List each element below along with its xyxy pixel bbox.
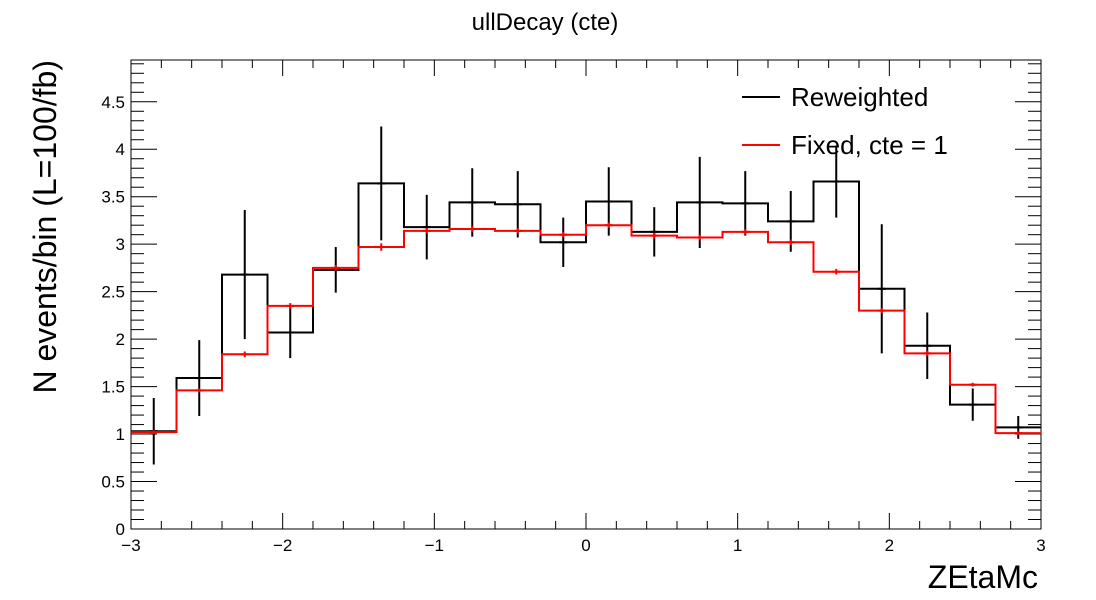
chart-title: ullDecay (cte) xyxy=(472,9,619,36)
legend-label: Reweighted xyxy=(791,82,928,112)
x-tick-label: 0 xyxy=(581,536,590,555)
y-tick-label: 2 xyxy=(116,330,125,349)
x-tick-label: 3 xyxy=(1036,536,1045,555)
x-tick-label: −1 xyxy=(425,536,444,555)
series-layer xyxy=(131,126,1041,465)
y-tick-label: 0.5 xyxy=(101,473,125,492)
y-tick-label: 3.5 xyxy=(101,188,125,207)
x-tick-label: −2 xyxy=(273,536,292,555)
y-tick-label: 4.5 xyxy=(101,93,125,112)
histogram-step-line xyxy=(131,224,1041,435)
y-tick-label: 1 xyxy=(116,425,125,444)
x-axis-label: ZEtaMc xyxy=(928,559,1038,595)
y-tick-label: 0 xyxy=(116,520,125,539)
axes: −3 −2 −1 0 1 2 3 0 0.5 1 1.5 2 2.5 3 3.5 4 4.5 xyxy=(101,60,1046,555)
y-axis-label: N events/bin (L=100/fb) xyxy=(27,60,63,394)
legend: Reweighted Fixed, cte = 1 xyxy=(742,82,948,160)
x-tick-label: 1 xyxy=(733,536,742,555)
legend-label: Fixed, cte = 1 xyxy=(791,130,948,160)
series-reweighted xyxy=(131,126,1041,465)
y-tick-label: 2.5 xyxy=(101,283,125,302)
x-tick-label: −3 xyxy=(121,536,140,555)
y-tick-label: 4 xyxy=(116,140,125,159)
y-tick-label: 1.5 xyxy=(101,378,125,397)
series-fixed xyxy=(131,222,1041,436)
x-tick-label: 2 xyxy=(885,536,894,555)
y-tick-label: 3 xyxy=(116,235,125,254)
